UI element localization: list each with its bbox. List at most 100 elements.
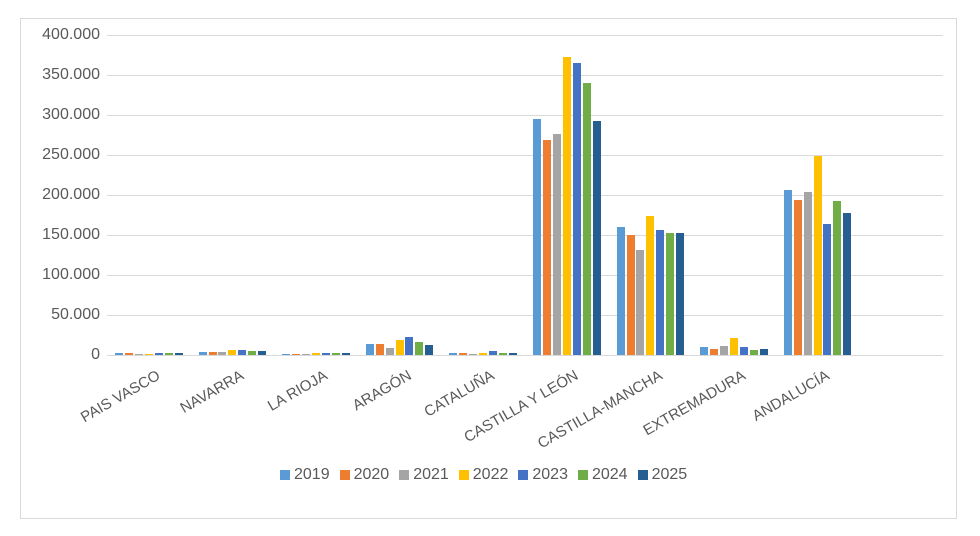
bar-2025	[508, 352, 517, 355]
bar-2024	[164, 352, 173, 355]
bar-2024	[415, 342, 424, 355]
bar-2020	[208, 351, 217, 355]
bar-2022	[395, 339, 404, 355]
bar-2021	[803, 191, 812, 355]
bar-2020	[125, 353, 133, 355]
gridline	[107, 235, 943, 236]
legend-item: 2021	[399, 466, 449, 484]
bar-2024	[248, 351, 257, 355]
bar-2020	[626, 235, 635, 355]
bar-2020	[543, 139, 551, 355]
gridline	[107, 155, 943, 156]
y-tick-label: 350.000	[42, 66, 100, 83]
bar-2020	[292, 354, 301, 355]
bar-2022	[228, 350, 237, 355]
legend-item: 2019	[280, 466, 330, 484]
legend-swatch-icon	[458, 470, 469, 480]
bar-2023	[739, 347, 748, 355]
category-group	[358, 35, 442, 355]
gridline	[107, 315, 943, 316]
bar-2022	[562, 56, 571, 355]
bar-2019	[783, 190, 792, 355]
bar-2021	[134, 354, 143, 355]
legend-label: 2020	[353, 466, 390, 483]
legend-item: 2025	[637, 466, 688, 484]
bar-2023	[489, 351, 498, 355]
bar-2020	[793, 199, 802, 355]
bar-2021	[385, 347, 394, 355]
bar-2024	[331, 353, 340, 355]
bar-2019	[449, 352, 458, 355]
bar-2021	[469, 354, 478, 355]
legend-item: 2020	[339, 466, 390, 484]
gridline	[107, 355, 943, 356]
bar-2025	[592, 120, 601, 355]
legend: 2019 2020 2021 2022 2023 2024 2025	[280, 466, 687, 484]
y-tick-label: 150.000	[42, 226, 100, 243]
bar-2023	[405, 336, 414, 355]
legend-item: 2023	[518, 466, 568, 484]
gridline	[107, 115, 943, 116]
bar-2019	[115, 353, 124, 355]
gridline	[107, 195, 943, 196]
bar-2020	[375, 343, 384, 355]
category-group	[859, 35, 943, 355]
bar-2024	[749, 350, 758, 355]
category-group	[274, 35, 358, 355]
category-group	[441, 35, 525, 355]
bar-2022	[479, 353, 488, 355]
category-group	[609, 35, 693, 355]
bar-2022	[729, 338, 738, 355]
category-group	[692, 35, 776, 355]
bar-2025	[341, 353, 350, 355]
bar-2021	[552, 134, 561, 355]
bar-2025	[258, 351, 267, 355]
legend-label: 2024	[591, 466, 628, 483]
bar-2019	[365, 343, 374, 355]
bar-2025	[174, 353, 183, 355]
legend-label: 2019	[294, 466, 330, 483]
gridline	[107, 35, 943, 36]
y-tick-label: 50.000	[51, 306, 100, 323]
gridline	[107, 275, 943, 276]
legend-label: 2022	[472, 466, 509, 483]
bar-2022	[144, 354, 153, 355]
bar-2022	[813, 155, 822, 355]
bar-2021	[636, 250, 645, 355]
bar-2022	[646, 215, 655, 355]
legend-item: 2024	[577, 466, 628, 484]
legend-label: 2021	[413, 466, 449, 483]
bar-2021	[720, 346, 729, 355]
bar-2025	[759, 348, 768, 355]
bar-2019	[198, 351, 207, 355]
legend-swatch-icon	[577, 470, 588, 480]
legend-swatch-icon	[399, 470, 410, 480]
bar-2021	[302, 354, 311, 355]
legend-swatch-icon	[339, 470, 350, 480]
bar-2023	[572, 63, 581, 355]
bar-2024	[666, 233, 675, 355]
bar-2023	[823, 223, 832, 355]
legend-label: 2025	[651, 466, 688, 483]
bar-2024	[498, 353, 507, 355]
legend-swatch-icon	[518, 470, 529, 480]
bar-2025	[676, 233, 685, 355]
legend-label: 2023	[532, 466, 568, 483]
legend-swatch-icon	[280, 470, 290, 480]
bar-2019	[282, 354, 291, 355]
bar-2020	[459, 353, 468, 355]
bar-2023	[321, 353, 330, 355]
gridline	[107, 75, 943, 76]
plot-area	[107, 35, 943, 356]
bar-2023	[154, 352, 163, 355]
y-tick-label: 100.000	[42, 266, 100, 283]
bar-2019	[700, 347, 709, 355]
bar-2019	[533, 119, 542, 355]
category-group	[525, 35, 609, 355]
bar-2023	[656, 230, 665, 355]
y-tick-label: 0	[91, 346, 100, 363]
bar-2023	[238, 350, 247, 355]
bar-2019	[616, 227, 625, 355]
legend-swatch-icon	[637, 470, 648, 480]
bar-2024	[582, 83, 591, 355]
